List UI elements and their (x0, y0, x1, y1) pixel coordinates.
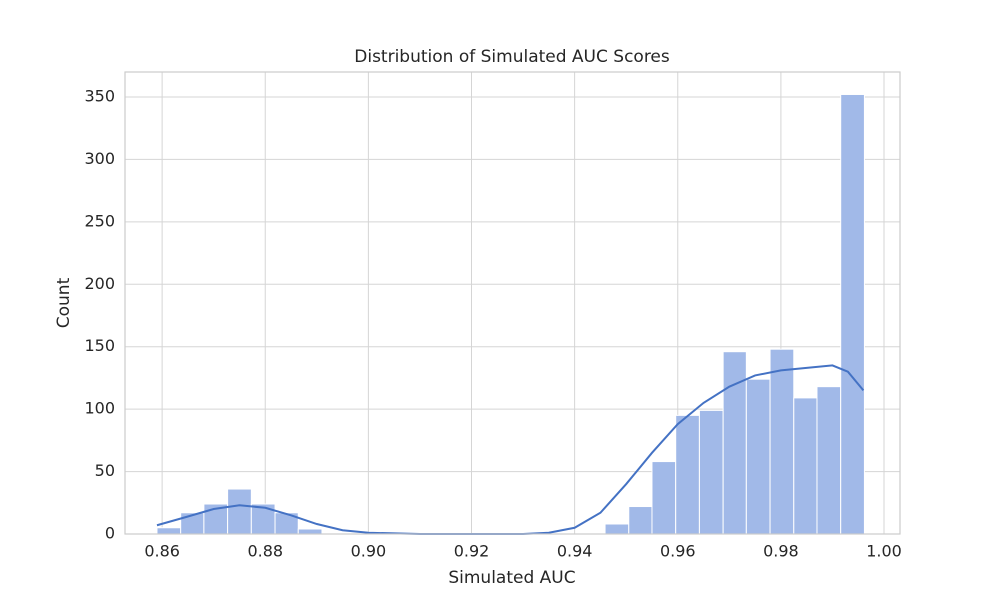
chart-title: Distribution of Simulated AUC Scores (354, 47, 670, 67)
bar (675, 414, 700, 535)
bar (628, 506, 653, 535)
x-tick-label: 0.88 (247, 542, 283, 561)
bar (840, 93, 865, 535)
y-tick-label: 250 (84, 211, 115, 230)
plot-frame (124, 71, 901, 535)
bar (745, 378, 771, 535)
x-axis-label: Simulated AUC (448, 568, 575, 588)
bar (227, 488, 252, 535)
bar (722, 351, 747, 535)
bar (793, 397, 818, 535)
bar (698, 409, 724, 535)
x-tick-label: 0.92 (454, 542, 490, 561)
bar (156, 527, 182, 535)
y-tick-label: 0 (105, 524, 115, 543)
y-axis-label: Count (54, 277, 74, 328)
x-tick-label: 1.00 (866, 542, 902, 561)
bar (816, 386, 842, 535)
y-tick-label: 350 (84, 86, 115, 105)
y-tick-label: 300 (84, 149, 115, 168)
x-tick-label: 0.90 (351, 542, 387, 561)
x-tick-label: 0.98 (763, 542, 799, 561)
y-tick-label: 50 (95, 461, 115, 480)
y-tick-label: 200 (84, 274, 115, 293)
bar (297, 528, 323, 535)
bar (769, 348, 795, 535)
bar (651, 461, 677, 535)
y-tick-label: 150 (84, 336, 115, 355)
bar (604, 523, 630, 535)
y-tick-label: 100 (84, 399, 115, 418)
x-tick-label: 0.96 (660, 542, 696, 561)
x-tick-label: 0.86 (144, 542, 180, 561)
kde-line (156, 364, 865, 535)
x-tick-label: 0.94 (557, 542, 593, 561)
